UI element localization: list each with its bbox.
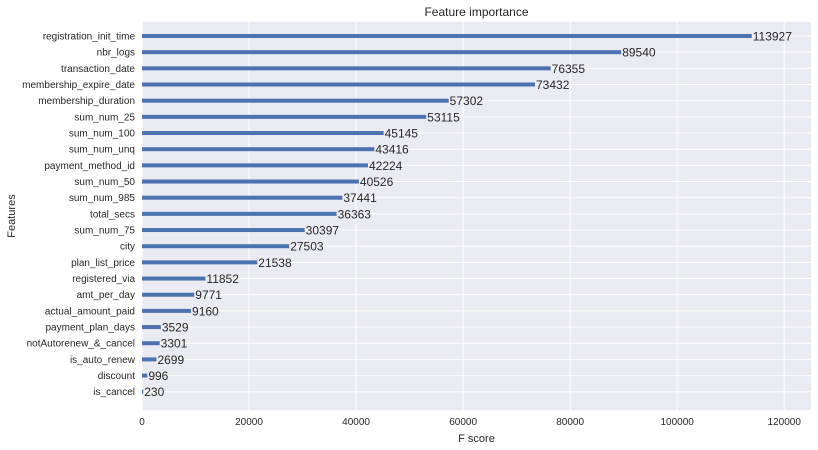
x-tick-label: 120000 bbox=[768, 417, 802, 428]
bar bbox=[142, 195, 343, 200]
value-label: 57302 bbox=[450, 94, 484, 108]
bar bbox=[142, 325, 161, 330]
category-label: actual_amount_paid bbox=[45, 306, 135, 317]
value-label: 36363 bbox=[338, 207, 372, 221]
category-label: notAutorenew_&_cancel bbox=[27, 339, 135, 350]
category-label: sum_num_50 bbox=[74, 177, 135, 188]
bar bbox=[142, 389, 144, 394]
value-label: 73432 bbox=[536, 78, 570, 92]
value-label: 45145 bbox=[385, 127, 419, 141]
category-label: transaction_date bbox=[61, 64, 135, 75]
bar bbox=[142, 292, 195, 297]
value-label: 37441 bbox=[343, 191, 377, 205]
x-tick-label: 20000 bbox=[235, 417, 263, 428]
bar bbox=[142, 131, 384, 136]
category-label: nbr_logs bbox=[97, 48, 135, 59]
category-label: is_auto_renew bbox=[70, 355, 136, 366]
category-label: sum_num_25 bbox=[74, 112, 135, 123]
bar bbox=[142, 276, 206, 281]
category-label: city bbox=[120, 242, 135, 253]
value-label: 30397 bbox=[306, 224, 340, 238]
value-label: 3529 bbox=[162, 321, 189, 335]
bar bbox=[142, 373, 148, 378]
value-label: 43416 bbox=[375, 143, 409, 157]
category-label: discount bbox=[98, 371, 135, 382]
category-label: payment_plan_days bbox=[45, 323, 135, 334]
category-label: membership_expire_date bbox=[22, 80, 135, 91]
value-label: 42224 bbox=[369, 159, 403, 173]
y-axis-label: Features bbox=[6, 194, 18, 238]
bar bbox=[142, 50, 622, 55]
bar bbox=[142, 98, 449, 103]
value-label: 9771 bbox=[195, 288, 222, 302]
x-tick-labels: 0 20000 40000 60000 80000 100000 120000 bbox=[139, 417, 801, 428]
bars bbox=[142, 34, 752, 394]
value-label: 53115 bbox=[427, 110, 460, 124]
x-tick-label: 100000 bbox=[661, 417, 695, 428]
x-tick-label: 40000 bbox=[342, 417, 370, 428]
value-labels: 113927 89540 76355 73432 57302 53115 45145 4341… bbox=[144, 30, 792, 400]
bar bbox=[142, 260, 258, 265]
category-label: payment_method_id bbox=[44, 161, 135, 172]
category-labels: registration_init_time nbr_logs transactio… bbox=[22, 32, 136, 399]
category-label: sum_num_100 bbox=[69, 129, 136, 140]
x-tick-label: 60000 bbox=[449, 417, 477, 428]
category-label: membership_duration bbox=[38, 96, 135, 107]
category-label: registration_init_time bbox=[43, 32, 136, 43]
category-label: total_secs bbox=[90, 209, 135, 220]
bar bbox=[142, 341, 160, 346]
x-tick-label: 80000 bbox=[556, 417, 584, 428]
category-label: plan_list_price bbox=[71, 258, 135, 269]
bar bbox=[142, 228, 305, 233]
value-label: 2699 bbox=[157, 353, 184, 367]
x-axis-label: F score bbox=[458, 433, 495, 445]
bar bbox=[142, 308, 192, 313]
bar bbox=[142, 147, 375, 152]
category-label: is_cancel bbox=[93, 387, 135, 398]
value-label: 40526 bbox=[360, 175, 394, 189]
chart-title: Feature importance bbox=[424, 5, 528, 19]
bar bbox=[142, 114, 427, 119]
plot-background bbox=[142, 22, 811, 410]
bar bbox=[142, 357, 157, 362]
value-label: 21538 bbox=[258, 256, 292, 270]
bar bbox=[142, 82, 536, 87]
bar bbox=[142, 179, 359, 184]
bar bbox=[142, 211, 337, 216]
category-label: sum_num_unq bbox=[69, 145, 135, 156]
value-label: 11852 bbox=[206, 272, 239, 286]
category-label: sum_num_985 bbox=[69, 193, 136, 204]
value-label: 230 bbox=[144, 385, 164, 399]
value-label: 113927 bbox=[753, 30, 792, 44]
bar bbox=[142, 244, 290, 249]
x-tick-label: 0 bbox=[139, 417, 145, 428]
value-label: 996 bbox=[148, 369, 168, 383]
bar bbox=[142, 34, 752, 38]
category-label: registered_via bbox=[72, 274, 135, 285]
bar bbox=[142, 163, 368, 168]
category-label: amt_per_day bbox=[77, 290, 135, 301]
value-label: 76355 bbox=[552, 62, 586, 76]
value-label: 3301 bbox=[161, 337, 188, 351]
category-label: sum_num_75 bbox=[74, 226, 135, 237]
bar bbox=[142, 66, 551, 71]
value-label: 9160 bbox=[192, 304, 219, 318]
value-label: 89540 bbox=[622, 46, 656, 60]
value-label: 27503 bbox=[290, 240, 324, 254]
